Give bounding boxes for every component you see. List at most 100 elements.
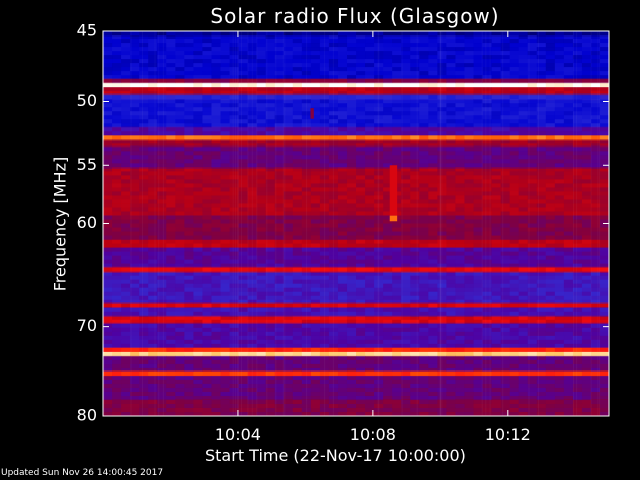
texture-cell: [247, 151, 257, 156]
texture-cell: [283, 87, 293, 92]
texture-cell: [410, 319, 420, 324]
texture-cell: [536, 75, 546, 80]
texture-cell: [536, 207, 546, 212]
texture-cell: [166, 51, 176, 56]
texture-cell: [346, 47, 357, 52]
texture-cell: [166, 239, 176, 244]
texture-cell: [401, 131, 411, 136]
texture-cell: [301, 311, 312, 316]
texture-cell: [346, 211, 357, 216]
texture-cell: [310, 347, 321, 353]
texture-cell: [346, 167, 357, 172]
texture-cell: [500, 39, 510, 44]
texture-cell: [229, 151, 239, 156]
texture-cell: [518, 67, 528, 72]
texture-cell: [410, 195, 420, 200]
texture-cell: [283, 303, 293, 308]
texture-cell: [500, 131, 510, 136]
texture-cell: [536, 159, 546, 164]
texture-cell: [374, 35, 384, 40]
texture-cell: [292, 311, 302, 316]
texture-cell: [184, 235, 194, 240]
texture-cell: [410, 43, 420, 48]
texture-cell: [238, 327, 248, 332]
texture-cell: [112, 371, 122, 377]
texture-cell: [283, 259, 293, 264]
texture-cell: [563, 199, 574, 204]
texture-cell: [590, 51, 601, 56]
texture-cell: [383, 67, 393, 72]
texture-cell: [121, 123, 131, 128]
texture-cell: [401, 311, 411, 316]
texture-cell: [446, 383, 456, 389]
texture-cell: [193, 183, 203, 188]
texture-cell: [572, 87, 583, 92]
texture-cell: [572, 31, 583, 36]
texture-cell: [428, 259, 438, 264]
texture-cell: [346, 95, 357, 100]
texture-cell: [572, 307, 583, 312]
texture-cell: [292, 219, 302, 224]
texture-cell: [175, 303, 185, 308]
texture-cell: [572, 239, 583, 244]
texture-cell: [518, 251, 528, 256]
texture-cell: [509, 379, 519, 385]
texture-cell: [337, 291, 348, 296]
texture-cell: [473, 315, 483, 320]
texture-cell: [130, 247, 140, 252]
texture-cell: [518, 207, 528, 212]
texture-cell: [437, 207, 447, 212]
texture-cell: [563, 67, 574, 72]
texture-cell: [563, 75, 574, 80]
texture-cell: [310, 143, 321, 148]
texture-cell: [148, 195, 158, 200]
texture-cell: [157, 311, 167, 316]
texture-cell: [356, 259, 366, 264]
texture-cell: [301, 283, 312, 288]
texture-cell: [265, 83, 275, 88]
texture-cell: [428, 139, 438, 144]
texture-cell: [599, 227, 610, 232]
texture-cell: [518, 91, 528, 96]
texture-cell: [374, 111, 384, 116]
texture-cell: [166, 31, 176, 36]
texture-cell: [139, 267, 149, 272]
texture-cell: [247, 351, 257, 357]
texture-cell: [482, 55, 492, 60]
texture-cell: [491, 51, 501, 56]
texture-cell: [509, 271, 519, 276]
texture-cell: [346, 203, 357, 208]
texture-cell: [238, 119, 248, 124]
texture-cell: [536, 87, 546, 92]
texture-cell: [121, 339, 131, 345]
texture-cell: [446, 143, 456, 148]
texture-cell: [238, 351, 248, 357]
texture-cell: [193, 247, 203, 252]
texture-cell: [518, 299, 528, 304]
texture-cell: [572, 287, 583, 292]
texture-cell: [292, 223, 302, 228]
texture-cell: [563, 179, 574, 184]
texture-cell: [148, 63, 158, 68]
texture-cell: [166, 199, 176, 204]
texture-cell: [211, 219, 221, 224]
texture-cell: [410, 323, 420, 328]
texture-cell: [121, 215, 131, 220]
texture-cell: [482, 111, 492, 116]
texture-cell: [437, 211, 447, 216]
texture-cell: [220, 375, 230, 381]
texture-cell: [482, 107, 492, 112]
texture-cell: [473, 283, 483, 288]
texture-cell: [220, 175, 230, 180]
texture-cell: [356, 151, 366, 156]
texture-cell: [356, 131, 366, 136]
texture-cell: [599, 87, 610, 92]
texture-cell: [563, 139, 574, 144]
texture-cell: [193, 215, 203, 220]
texture-cell: [346, 347, 357, 353]
texture-cell: [437, 59, 447, 64]
texture-cell: [599, 123, 610, 128]
texture-cell: [229, 279, 239, 284]
texture-cell: [130, 311, 140, 316]
texture-cell: [337, 99, 348, 104]
